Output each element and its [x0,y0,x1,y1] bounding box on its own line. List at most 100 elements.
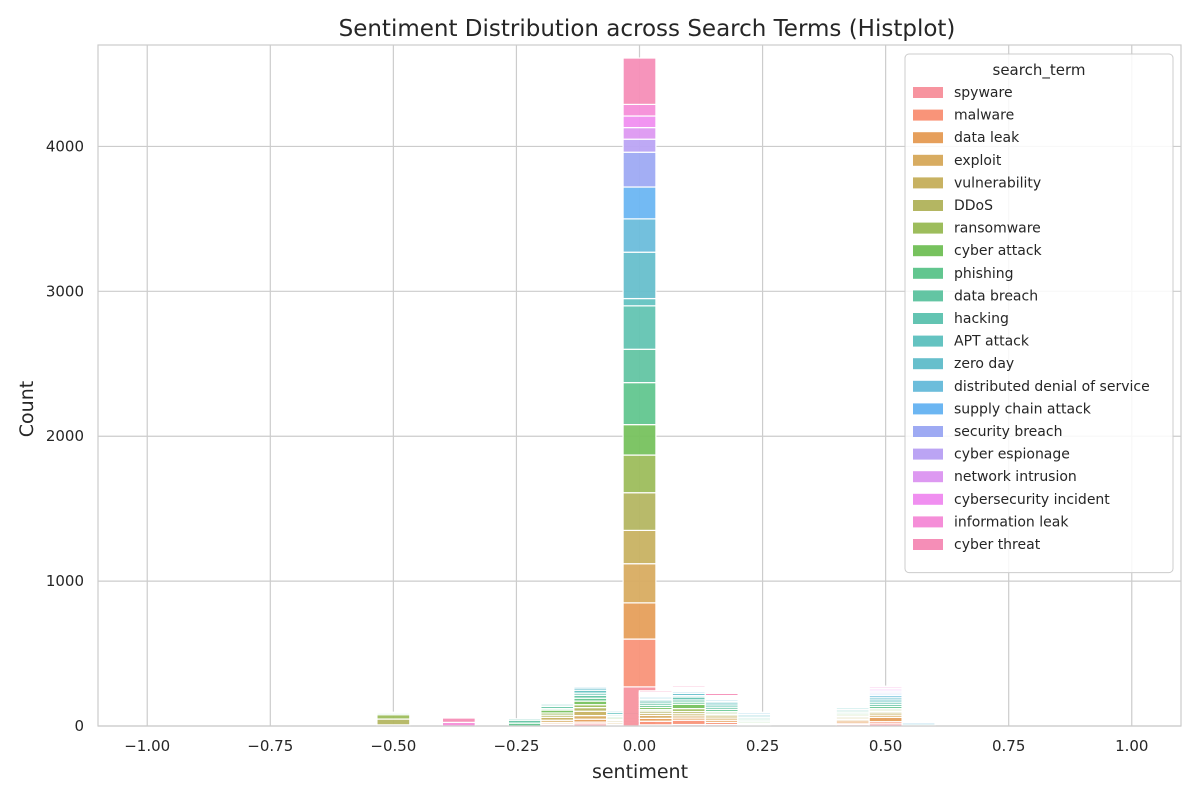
x-tick-label: 0.75 [992,737,1025,755]
bar-segment [622,529,657,565]
bar-segment [671,719,706,726]
legend-swatch [913,448,943,460]
legend-label: cybersecurity incident [954,492,1110,508]
bar-segment [622,126,657,140]
bar-segment [622,251,657,300]
y-axis-ticks: 0 1000 2000 3000 4000 [46,137,84,735]
bar-segment [704,692,739,697]
legend-label: DDoS [954,198,993,214]
x-tick-label: −0.25 [493,737,539,755]
x-tick-label: −0.50 [370,737,416,755]
x-tick-label: −1.00 [124,737,170,755]
legend-label: supply chain attack [954,401,1092,417]
bar-segment [540,702,575,705]
legend-label: APT attack [954,334,1030,350]
legend-swatch [913,493,943,505]
bar-segment [622,151,657,188]
legend-swatch [913,426,943,437]
legend-label: security breach [954,424,1062,440]
chart-title: Sentiment Distribution across Search Ter… [339,16,956,42]
plot-frame [97,44,1182,727]
bar-segment [622,218,657,253]
legend-swatch [913,290,943,302]
x-axis-title: sentiment [592,761,688,783]
legend-label: data breach [954,288,1038,304]
bar-segment [376,718,411,726]
bar-segment [622,492,657,531]
y-tick-label: 1000 [46,572,84,590]
bar-segment [622,138,657,153]
bar-segment [901,721,936,723]
legend-swatch [913,87,943,98]
legend-label: malware [954,108,1014,124]
stacked-bars [376,57,936,727]
legend: search_term spyware malware data leak explo… [904,53,1174,574]
y-tick-label: 0 [74,717,84,735]
legend-swatch [913,154,943,166]
legend-box [904,53,1174,574]
bar-segment [622,602,657,640]
legend-label: distributed denial of service [954,379,1150,395]
bar-segment [622,454,657,494]
bar-segment [573,683,608,686]
bar-segment [622,424,657,456]
y-tick-label: 4000 [46,137,84,155]
legend-label: cyber threat [954,537,1041,553]
bar-segment [671,703,706,710]
legend-label: cyber attack [954,243,1043,259]
x-tick-label: 0.25 [746,737,779,755]
bar-segment [622,348,657,384]
x-tick-label: −0.75 [247,737,293,755]
legend-swatch [913,222,943,234]
legend-label: information leak [954,514,1069,530]
legend-swatch [913,245,943,257]
bar-segment [622,563,657,604]
bar-segment [622,638,657,688]
bar-segment [376,711,411,714]
x-tick-label: 1.00 [1115,737,1148,755]
bar-segment [622,115,657,129]
legend-label: data leak [954,130,1020,146]
y-tick-label: 2000 [46,427,84,445]
x-axis-ticks: −1.00 −0.75 −0.50 −0.25 0.00 0.25 0.50 0.75 1.00 [124,737,1148,755]
bar-segment [638,690,673,693]
y-axis-title: Count [16,381,38,437]
bar-segment [622,305,657,350]
legend-swatch [913,380,943,392]
x-tick-label: 0.00 [623,737,656,755]
bar-segment [622,382,657,426]
legend-swatch [913,313,943,324]
x-tick-label: 0.50 [869,737,902,755]
legend-swatch [913,403,943,415]
legend-swatch [913,335,943,347]
bar-segment [671,685,706,689]
legend-swatch [913,516,943,528]
legend-label: vulnerability [954,175,1041,191]
bar-segment [622,57,657,106]
bar-segment [507,718,542,721]
legend-label: zero day [954,356,1014,372]
bar-segment [622,186,657,220]
legend-title: search_term [993,61,1086,80]
bar-segment [622,297,657,307]
legend-label: phishing [954,266,1013,282]
legend-label: exploit [954,153,1002,169]
y-tick-label: 3000 [46,282,84,300]
legend-label: ransomware [954,221,1041,237]
bar-segment [622,103,657,117]
legend-label: hacking [954,311,1009,327]
bar-segment [835,700,870,703]
legend-swatch [913,132,943,144]
bar-segment [868,685,903,688]
legend-swatch [913,358,943,370]
bar-segment [441,717,476,723]
legend-label: network intrusion [954,469,1077,485]
bar-segment [737,711,772,714]
legend-swatch [913,471,943,483]
legend-swatch [913,539,943,550]
bar-segment [376,714,411,720]
legend-swatch [913,200,943,211]
bar-segment [573,710,608,717]
legend-swatch [913,109,943,121]
